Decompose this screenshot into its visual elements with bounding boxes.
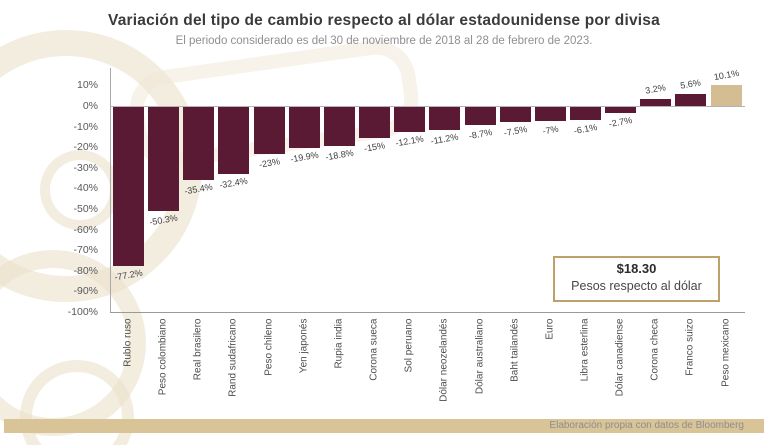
bar [499, 107, 531, 123]
x-axis-label: Dólar australiano [474, 318, 485, 394]
bar [640, 99, 672, 106]
x-axis-label: Rublo ruso [122, 318, 134, 367]
x-axis-label: Peso mexicano [720, 318, 732, 387]
bar-value-label: -50.3% [148, 212, 179, 228]
bar [675, 94, 707, 106]
bar [605, 107, 637, 113]
y-tick-label: -90% [73, 285, 98, 298]
bar [253, 107, 285, 155]
zero-baseline [110, 106, 745, 107]
x-axis-label: Libra esterlina [579, 318, 591, 381]
callout-label: Pesos respecto al dólar [571, 279, 702, 293]
y-tick-label: -30% [73, 161, 98, 174]
bar [710, 85, 742, 106]
bar [569, 107, 601, 120]
x-axis-label: Real brasilero [192, 318, 204, 380]
bar-value-label: -77.2% [113, 267, 144, 283]
bar [218, 107, 250, 174]
x-axis-label: Sol peruano [403, 318, 415, 372]
x-axis-label: Dólar canadiense [614, 318, 626, 396]
x-axis-label: Rupia india [333, 318, 345, 369]
callout-value: $18.30 [616, 261, 657, 276]
bar [359, 107, 391, 138]
x-axis-line [110, 312, 745, 313]
source-attribution-bar: Elaboración propia con datos de Bloomber… [4, 419, 764, 433]
x-axis-label: Euro [544, 318, 556, 340]
x-axis-label: Baht tailandés [509, 318, 521, 382]
y-tick-label: -40% [73, 182, 98, 195]
y-tick-label: -20% [73, 141, 98, 154]
chart-subtitle: El periodo considerado es del 30 de novi… [175, 35, 593, 47]
bar [113, 107, 144, 267]
x-axis-label: Yen japonés [298, 318, 310, 373]
x-axis-label: Peso colombiano [157, 318, 169, 395]
chart-title: Variación del tipo de cambio respecto al… [108, 12, 660, 29]
bar [183, 107, 215, 180]
bar-value-label: -32.4% [219, 175, 249, 191]
bar [323, 107, 355, 146]
bar [288, 107, 320, 148]
bar [394, 107, 426, 132]
y-tick-label: -70% [73, 244, 98, 257]
bar-value-label: 10.1% [712, 68, 740, 83]
source-text: Elaboración propia con datos de Bloomber… [549, 420, 744, 431]
bar-value-label: -2.7% [608, 114, 634, 129]
x-axis-label: Rand sudafricano [227, 318, 239, 397]
y-tick-label: 0% [82, 100, 98, 112]
x-axis-label: Dólar neozelandés [438, 318, 450, 402]
exchange-rate-callout: $18.30 Pesos respecto al dólar [553, 256, 720, 302]
x-axis-label: Corona checa [649, 318, 661, 381]
y-tick-label: -10% [73, 120, 98, 133]
bar [148, 107, 180, 211]
x-axis-label: Peso chileno [263, 318, 275, 376]
y-tick-label: -80% [73, 264, 98, 277]
bar [464, 107, 496, 125]
y-axis-line [110, 68, 111, 312]
y-tick-label: -100% [67, 306, 98, 318]
bar [534, 107, 566, 122]
y-tick-label: -60% [73, 223, 98, 236]
y-tick-label: -50% [73, 203, 98, 215]
bar [429, 107, 461, 131]
x-axis-label: Franco suizo [684, 318, 696, 376]
x-axis-label: Corona sueca [368, 318, 380, 381]
y-tick-label: 10% [76, 79, 98, 92]
